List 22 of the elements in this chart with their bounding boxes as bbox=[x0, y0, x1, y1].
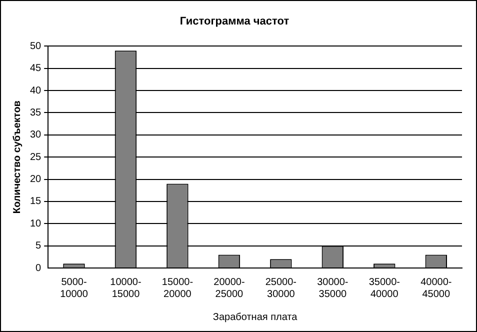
chart-title: Гистограмма частот bbox=[180, 16, 290, 28]
y-tick-label: 40 bbox=[30, 85, 42, 96]
y-tick-label: 45 bbox=[30, 63, 42, 74]
y-tick-label: 15 bbox=[30, 196, 42, 208]
y-tick-label: 35 bbox=[30, 107, 42, 118]
x-tick-label: 20000-25000 bbox=[214, 276, 245, 300]
x-tick-label: 5000-10000 bbox=[60, 276, 88, 300]
y-tick-label: 10 bbox=[30, 218, 42, 230]
y-tick-label: 0 bbox=[36, 262, 42, 274]
x-tick-label: 15000-20000 bbox=[162, 276, 194, 300]
x-tick-label: 10000-15000 bbox=[110, 276, 142, 300]
y-tick-label: 25 bbox=[30, 152, 42, 163]
x-tick-label: 30000-35000 bbox=[317, 276, 348, 300]
y-tick-label: 50 bbox=[30, 40, 42, 52]
x-tick-label: 35000-40000 bbox=[368, 276, 400, 300]
x-axis-title: Заработная плата bbox=[212, 312, 298, 323]
y-tick-label: 5 bbox=[36, 240, 42, 252]
x-tick-label: 40000-45000 bbox=[420, 276, 452, 300]
y-tick-label: 20 bbox=[30, 174, 42, 186]
x-tick-label: 25000-30000 bbox=[265, 276, 296, 300]
y-tick-label: 30 bbox=[30, 130, 42, 141]
y-axis-title: Количество субъектов bbox=[12, 100, 23, 214]
